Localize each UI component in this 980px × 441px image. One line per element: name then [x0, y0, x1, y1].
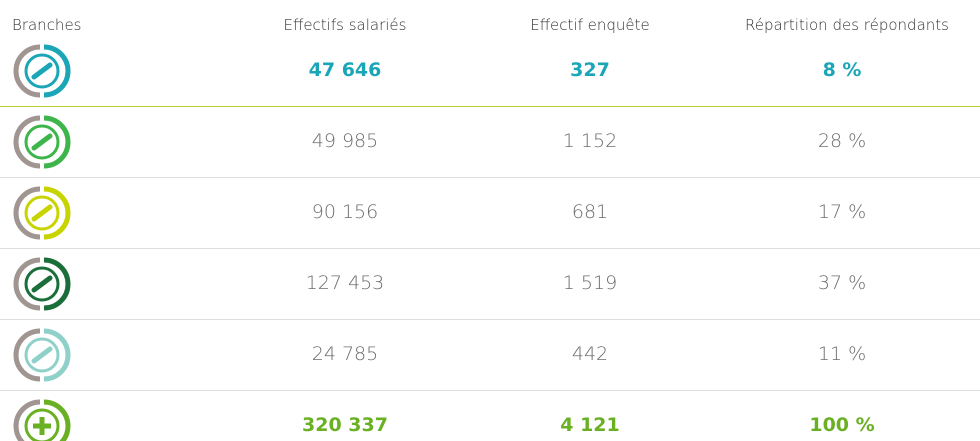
branch-icon	[13, 399, 71, 441]
row-separator	[0, 177, 980, 178]
row-separator	[0, 106, 980, 107]
table-row: 90 156 681 17 %	[0, 177, 980, 248]
table-cell: 127 453	[305, 272, 385, 294]
branch-icon	[13, 186, 71, 240]
table-cell: 1 152	[562, 130, 618, 152]
table-cell: 100 %	[809, 414, 875, 436]
table-cell: 327	[570, 59, 610, 81]
table-row: 47 646 327 8 %	[0, 35, 980, 106]
header-cell: Effectifs salariés	[283, 16, 407, 34]
header-cell: Répartition des répondants	[745, 16, 949, 34]
branch-icon	[13, 257, 71, 311]
table-cell: 24 785	[311, 343, 379, 365]
table-cell: 320 337	[302, 414, 388, 436]
branch-icon	[13, 328, 71, 382]
table-cell: 4 121	[560, 414, 620, 436]
row-separator	[0, 390, 980, 391]
table-row: 49 985 1 152 28 %	[0, 106, 980, 177]
table-cell: 442	[571, 343, 609, 365]
table-row: 320 337 4 121 100 %	[0, 390, 980, 441]
row-separator	[0, 319, 980, 320]
table-cell: 1 519	[562, 272, 618, 294]
table-cell: 8 %	[822, 59, 862, 81]
table-cell: 11 %	[817, 343, 867, 365]
table-cell: 49 985	[311, 130, 379, 152]
branch-icon	[13, 115, 71, 169]
branch-icon	[13, 44, 71, 98]
table-cell: 47 646	[308, 59, 382, 81]
table-row: 127 453 1 519 37 %	[0, 248, 980, 319]
table-cell: 681	[571, 201, 609, 223]
table-cell: 37 %	[817, 272, 867, 294]
table-cell: 28 %	[817, 130, 867, 152]
row-separator	[0, 248, 980, 249]
header-cell: Effectif enquête	[530, 16, 650, 34]
table-cell: 17 %	[817, 201, 867, 223]
table-row: 24 785 442 11 %	[0, 319, 980, 390]
table-cell: 90 156	[311, 201, 379, 223]
header-cell: Branches	[12, 16, 82, 34]
